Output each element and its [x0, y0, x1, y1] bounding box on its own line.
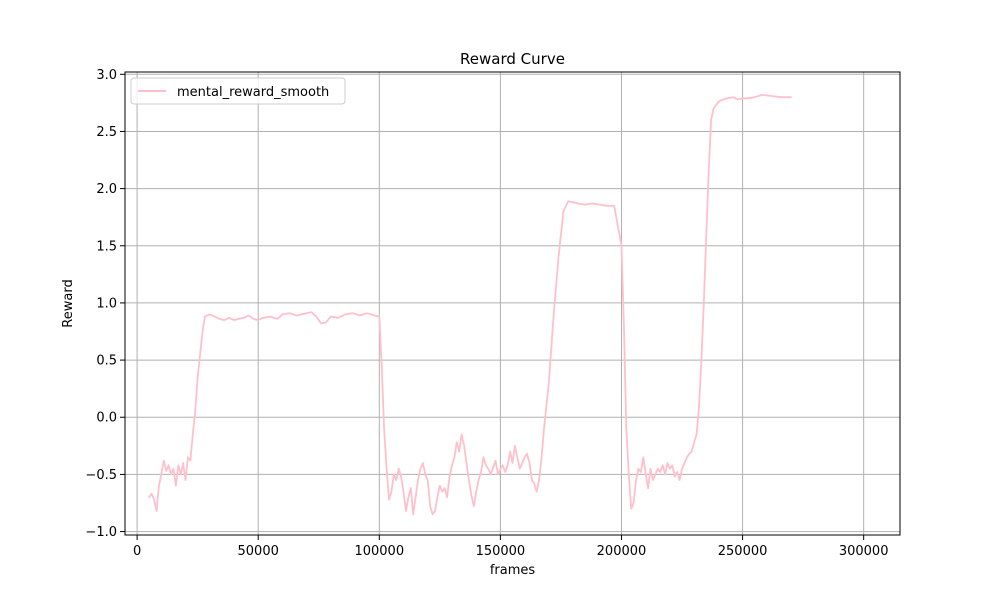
tick-layer: 0 50000 100000 150000 200000 250000 300000 −1.0…	[85, 68, 888, 559]
series-layer	[148, 94, 792, 516]
y-tick-label: 1.0	[96, 296, 117, 311]
x-tick-label: 0	[133, 544, 141, 559]
y-tick-label: 2.0	[96, 182, 117, 197]
x-tick-label: 300000	[839, 544, 889, 559]
y-axis-label: Reward	[61, 279, 76, 327]
y-tick-label: 0.5	[96, 354, 117, 369]
x-tick-label: 250000	[718, 544, 768, 559]
plot-frame	[124, 71, 901, 536]
x-tick-label: 200000	[597, 544, 647, 559]
legend-box	[130, 77, 346, 105]
legend-label: mental_reward_smooth	[177, 85, 329, 100]
series-line-mental_reward_smooth	[148, 94, 792, 516]
y-tick-label: 2.5	[96, 125, 117, 140]
y-tick-label: 1.5	[96, 239, 117, 254]
x-tick-label: 50000	[238, 544, 279, 559]
grid-layer	[125, 72, 900, 535]
x-tick-label: 150000	[476, 544, 526, 559]
y-tick-label: 3.0	[96, 68, 117, 83]
y-tick-label: −0.5	[85, 468, 117, 483]
legend: mental_reward_smooth	[130, 77, 346, 105]
chart-title: Reward Curve	[460, 50, 565, 68]
y-tick-label: 0.0	[96, 411, 117, 426]
x-axis-label: frames	[490, 563, 536, 578]
y-tick-label: −1.0	[85, 525, 117, 540]
x-tick-label: 100000	[354, 544, 404, 559]
